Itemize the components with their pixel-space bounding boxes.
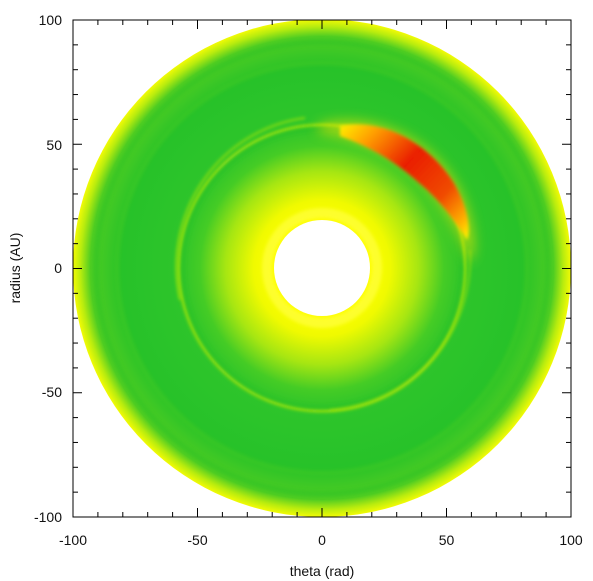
inner-rim [262,208,382,328]
y-tick-label: 0 [54,260,62,276]
axis-ticks [72,19,572,518]
x-tick-label: -50 [187,532,207,548]
x-axis-label: theta (rad) [290,563,355,579]
y-axis-label: radius (AU) [7,233,23,304]
x-tick-label: 100 [559,532,583,548]
x-tick-label: 50 [439,532,455,548]
outer-band [115,61,529,475]
x-tick-label: -100 [59,532,87,548]
outer-band [93,39,551,497]
spiral-arm [329,249,472,411]
inner-hole [274,220,370,316]
spiral-arm [175,117,306,301]
y-tick-label: -100 [34,509,62,525]
y-tick-label: 50 [46,137,62,153]
x-tick-label: 0 [318,532,326,548]
vortex [340,124,469,240]
y-tick-label: -50 [42,384,62,400]
y-tick-label: 100 [39,12,63,28]
